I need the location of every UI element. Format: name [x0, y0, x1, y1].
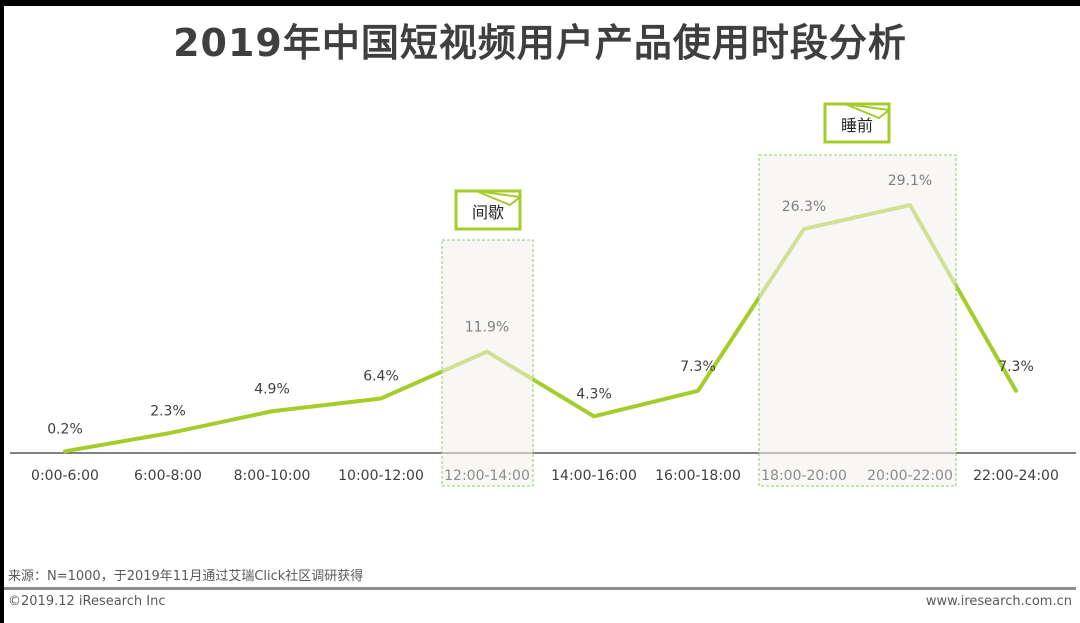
x-tick-label: 14:00-16:00 [551, 468, 637, 484]
x-tick-label: 0:00-6:00 [31, 468, 99, 484]
copyright-text: ©2019.12 iResearch Inc [8, 594, 166, 609]
data-label: 11.9% [465, 320, 509, 336]
x-tick-label: 16:00-18:00 [655, 468, 741, 484]
annotation-bedtime-label: 睡前 [841, 116, 873, 135]
data-label: 26.3% [782, 199, 826, 215]
website-link: www.iresearch.com.cn [925, 594, 1072, 609]
footer-divider [4, 587, 1076, 590]
corner-fold-icon [475, 190, 523, 207]
x-tick-label: 18:00-20:00 [761, 468, 847, 484]
x-tick-label: 22:00-24:00 [973, 468, 1059, 484]
data-label: 0.2% [47, 421, 83, 437]
data-label: 29.1% [888, 173, 932, 189]
data-label: 4.9% [254, 381, 290, 397]
x-tick-label: 10:00-12:00 [338, 468, 424, 484]
data-label: 7.3% [998, 359, 1034, 375]
x-tick-label: 6:00-8:00 [134, 468, 202, 484]
annotation-interval-box [441, 239, 534, 487]
data-label: 2.3% [150, 403, 186, 419]
left-border [0, 0, 4, 623]
corner-fold-icon [844, 103, 892, 120]
data-label: 6.4% [363, 368, 399, 384]
x-tick-label: 12:00-14:00 [444, 468, 530, 484]
top-border [0, 0, 1080, 6]
annotation-bedtime-box [758, 154, 957, 487]
data-label: 7.3% [680, 359, 716, 375]
annotation-interval-label: 间歇 [472, 203, 504, 222]
plot-area: 间歇 睡前 0.2% 2.3% 4.9% 6.4% 11.9% 4.3% 7.3% 26.3% 29… [10, 102, 1076, 487]
x-tick-label: 20:00-22:00 [867, 468, 953, 484]
source-note: 来源：N=1000，于2019年11月通过艾瑞Click社区调研获得 [8, 569, 364, 584]
x-tick-label: 8:00-10:00 [234, 468, 311, 484]
chart-title: 2019年中国短视频用户产品使用时段分析 [173, 21, 907, 65]
data-label: 4.3% [576, 386, 612, 402]
